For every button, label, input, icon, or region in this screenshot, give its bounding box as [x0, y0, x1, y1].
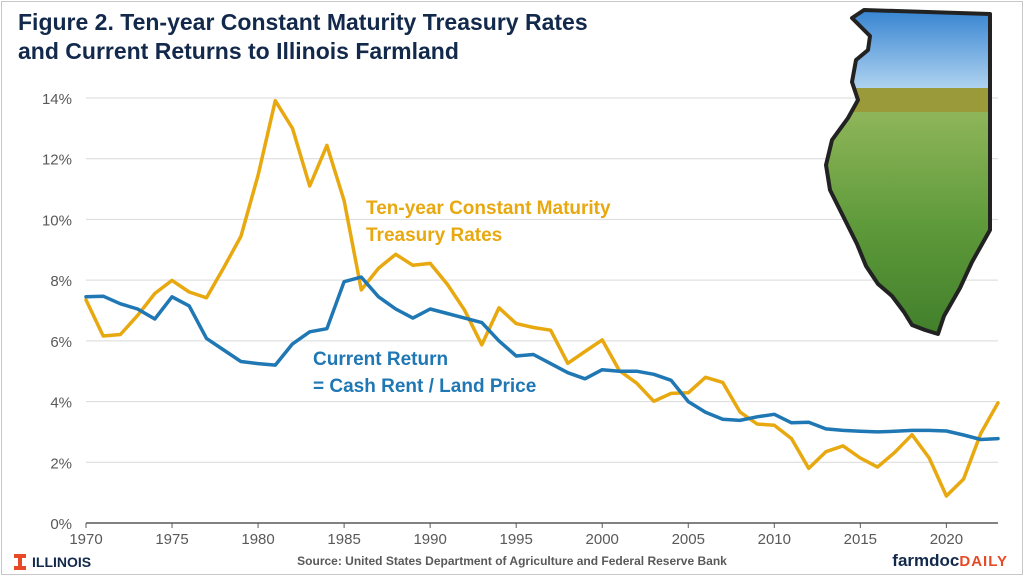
x-tick-label: 1975 [155, 531, 188, 548]
brand-accent: DAILY [959, 553, 1008, 570]
x-tick-label: 1985 [327, 531, 360, 548]
y-tick-label: 12% [42, 152, 72, 169]
y-tick-label: 2% [50, 455, 72, 472]
x-tick-label: 1995 [500, 531, 533, 548]
series-labels: Ten-year Constant Maturity Treasury Rates… [313, 198, 611, 397]
y-tick-label: 0% [50, 516, 72, 533]
series-lines [84, 98, 1000, 498]
x-tick-label: 1980 [241, 531, 274, 548]
series-label: Ten-year Constant Maturity [366, 198, 611, 219]
source-note: Source: United States Department of Agri… [297, 554, 727, 568]
y-tick-label: 4% [50, 395, 72, 412]
series-line-treasury [84, 98, 1000, 498]
y-tick-label: 6% [50, 334, 72, 351]
x-tick-label: 1970 [69, 531, 102, 548]
x-tick-label: 2010 [758, 531, 791, 548]
series-label: Treasury Rates [366, 225, 502, 246]
series-label: = Cash Rent / Land Price [313, 376, 536, 397]
x-tick-label: 2000 [586, 531, 619, 548]
farmdoc-daily-logo: farmdocDAILY [892, 551, 1008, 571]
x-tick-label: 2015 [844, 531, 877, 548]
series-label: Current Return [313, 349, 448, 370]
series-line-current-return [84, 275, 1000, 442]
x-tick-label: 2020 [930, 531, 963, 548]
illinois-farmland-map-icon [824, 8, 992, 336]
y-tick-label: 8% [50, 273, 72, 290]
title-line-1: Figure 2. Ten-year Constant Maturity Tre… [18, 9, 588, 35]
logo-text: ILLINOIS [32, 554, 92, 570]
axes: 0% 2% 4% 6% 8% 10% 12% 14% 1970 1975 1980 1985 1990 1… [42, 91, 998, 548]
brand-main: farmdoc [892, 551, 960, 570]
title-line-2: and Current Returns to Illinois Farmland [18, 38, 459, 64]
x-tick-label: 2005 [672, 531, 705, 548]
block-i-icon [14, 554, 26, 570]
x-tick-label: 1990 [413, 531, 446, 548]
illinois-logo: ILLINOIS [14, 554, 91, 570]
y-tick-label: 10% [42, 212, 72, 229]
chart-title: Figure 2. Ten-year Constant Maturity Tre… [18, 8, 588, 66]
y-tick-label: 14% [42, 91, 72, 108]
